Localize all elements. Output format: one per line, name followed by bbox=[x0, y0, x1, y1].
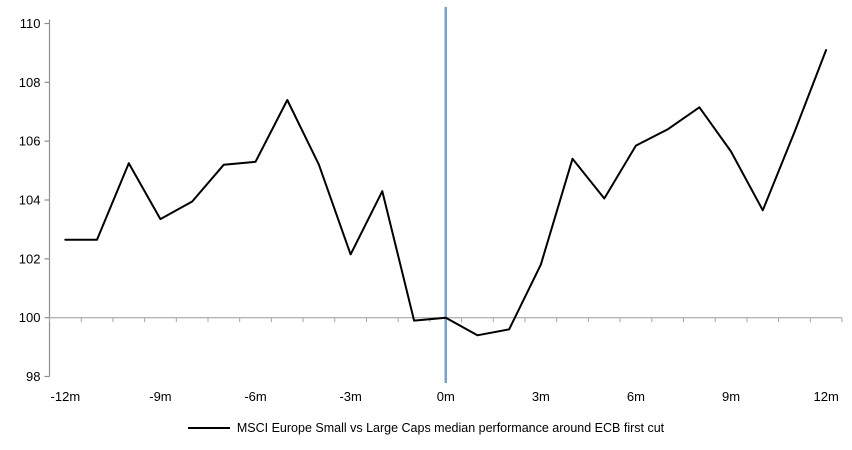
y-axis-label: 102 bbox=[19, 251, 41, 266]
x-axis-label: -12m bbox=[51, 389, 81, 404]
legend-line-swatch bbox=[187, 427, 230, 429]
y-axis-label: 110 bbox=[20, 16, 41, 31]
x-axis-label: 9m bbox=[722, 389, 740, 404]
legend-label: MSCI Europe Small vs Large Caps median p… bbox=[236, 421, 665, 435]
series-line bbox=[64, 49, 828, 337]
y-axis-label: 100 bbox=[19, 310, 41, 325]
x-axis-label: 0m bbox=[437, 389, 455, 404]
x-axis-label: 12m bbox=[814, 389, 839, 404]
x-axis-label: 6m bbox=[627, 389, 645, 404]
y-axis-label: 108 bbox=[19, 75, 41, 90]
y-axis-label: 106 bbox=[19, 134, 41, 149]
y-axis-label: 104 bbox=[19, 193, 41, 208]
legend: MSCI Europe Small vs Large Caps median p… bbox=[0, 421, 852, 435]
x-axis-label: -6m bbox=[244, 389, 266, 404]
x-axis-label: -3m bbox=[339, 389, 361, 404]
y-axis-label: 98 bbox=[26, 369, 40, 384]
x-axis-label: -9m bbox=[149, 389, 171, 404]
x-axis-label: 3m bbox=[532, 389, 550, 404]
